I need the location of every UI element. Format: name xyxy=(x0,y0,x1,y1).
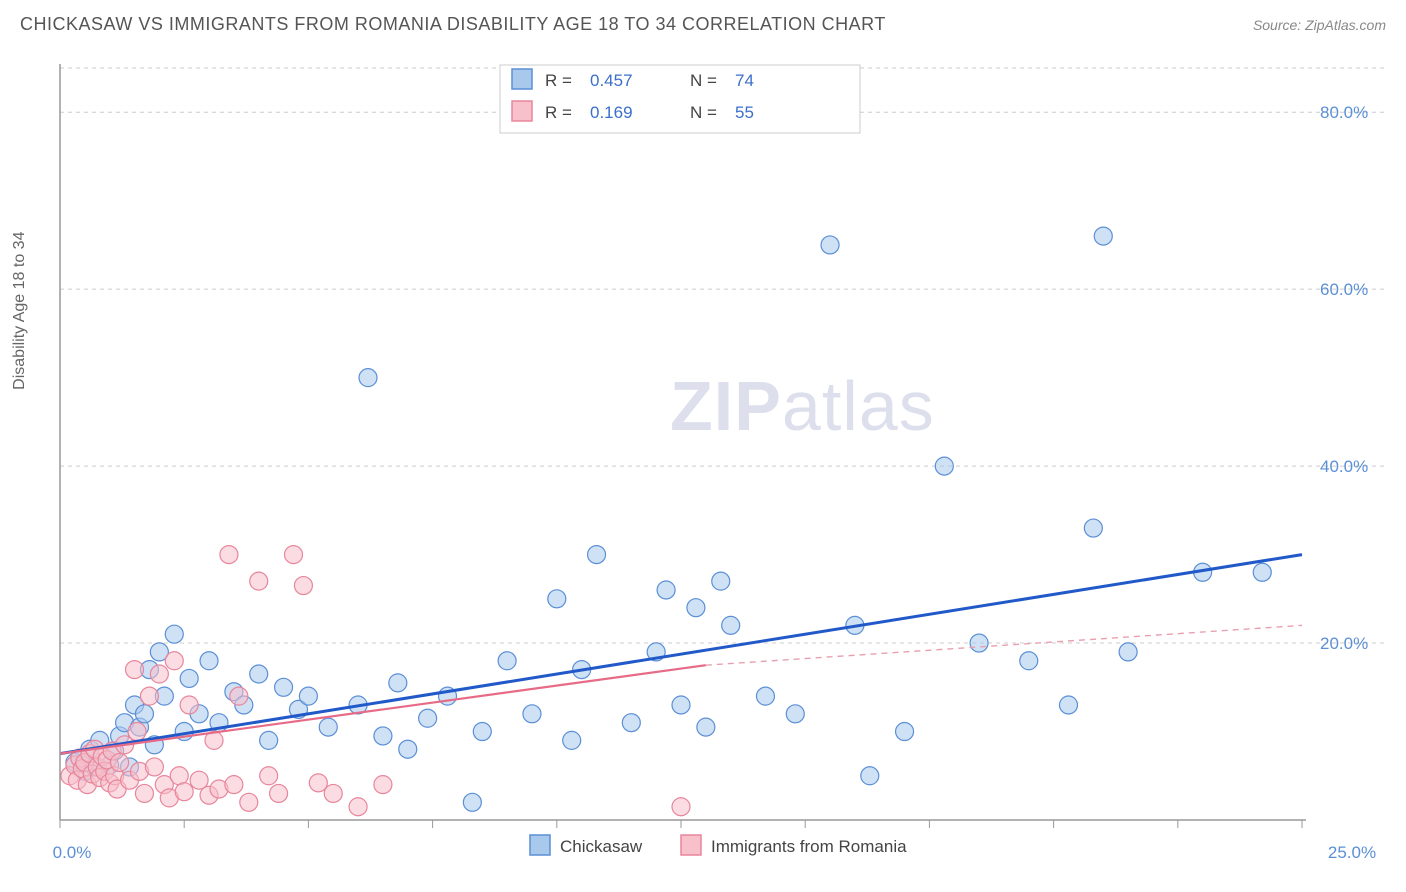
bottom-legend-label: Immigrants from Romania xyxy=(711,837,907,856)
point-romania xyxy=(324,784,342,802)
y-tick-label: 40.0% xyxy=(1320,457,1368,476)
point-chickasaw xyxy=(970,634,988,652)
chart-title: CHICKASAW VS IMMIGRANTS FROM ROMANIA DIS… xyxy=(20,14,886,35)
x-tick-label: 0.0% xyxy=(53,843,92,862)
point-chickasaw xyxy=(756,687,774,705)
trendline-chickasaw xyxy=(60,555,1302,754)
point-romania xyxy=(126,661,144,679)
point-romania xyxy=(240,793,258,811)
bottom-legend-swatch xyxy=(681,835,701,855)
point-chickasaw xyxy=(935,457,953,475)
point-chickasaw xyxy=(861,767,879,785)
point-chickasaw xyxy=(687,599,705,617)
point-chickasaw xyxy=(523,705,541,723)
point-chickasaw xyxy=(374,727,392,745)
point-chickasaw xyxy=(1253,563,1271,581)
point-romania xyxy=(180,696,198,714)
legend-swatch xyxy=(512,101,532,121)
point-chickasaw xyxy=(359,369,377,387)
point-chickasaw xyxy=(419,709,437,727)
point-chickasaw xyxy=(786,705,804,723)
point-chickasaw xyxy=(389,674,407,692)
y-tick-label: 80.0% xyxy=(1320,103,1368,122)
point-chickasaw xyxy=(299,687,317,705)
point-chickasaw xyxy=(250,665,268,683)
point-chickasaw xyxy=(275,678,293,696)
point-romania xyxy=(309,774,327,792)
point-romania xyxy=(150,665,168,683)
point-chickasaw xyxy=(712,572,730,590)
chart-container: Disability Age 18 to 34 ZIPatlas0.0%25.0… xyxy=(50,50,1386,870)
bottom-legend-swatch xyxy=(530,835,550,855)
point-chickasaw xyxy=(1060,696,1078,714)
point-chickasaw xyxy=(1119,643,1137,661)
point-romania xyxy=(230,687,248,705)
point-chickasaw xyxy=(319,718,337,736)
legend-n-value: 74 xyxy=(735,71,754,90)
point-romania xyxy=(294,577,312,595)
point-chickasaw xyxy=(200,652,218,670)
point-romania xyxy=(349,798,367,816)
point-chickasaw xyxy=(399,740,417,758)
point-chickasaw xyxy=(1094,227,1112,245)
source-attribution: Source: ZipAtlas.com xyxy=(1253,17,1386,33)
legend-n-label: N = xyxy=(690,103,717,122)
point-chickasaw xyxy=(896,723,914,741)
point-chickasaw xyxy=(1084,519,1102,537)
point-romania xyxy=(170,767,188,785)
point-chickasaw xyxy=(563,731,581,749)
point-chickasaw xyxy=(473,723,491,741)
scatter-chart: ZIPatlas 0.0% 25.0% 20.0% 40.0% 60.0% 80.0% R =… xyxy=(50,50,1386,870)
point-chickasaw xyxy=(672,696,690,714)
point-romania xyxy=(145,758,163,776)
point-romania xyxy=(220,546,238,564)
point-romania xyxy=(140,687,158,705)
point-chickasaw xyxy=(722,616,740,634)
legend-r-label: R = xyxy=(545,103,572,122)
point-chickasaw xyxy=(548,590,566,608)
point-chickasaw xyxy=(498,652,516,670)
point-romania xyxy=(128,723,146,741)
point-chickasaw xyxy=(135,705,153,723)
y-tick-label: 60.0% xyxy=(1320,280,1368,299)
point-chickasaw xyxy=(180,669,198,687)
point-chickasaw xyxy=(657,581,675,599)
watermark: ZIPatlas xyxy=(670,367,935,445)
point-romania xyxy=(225,776,243,794)
point-chickasaw xyxy=(463,793,481,811)
legend-r-value: 0.169 xyxy=(590,103,633,122)
point-romania xyxy=(260,767,278,785)
point-chickasaw xyxy=(821,236,839,254)
point-romania xyxy=(165,652,183,670)
point-romania xyxy=(374,776,392,794)
x-tick-label: 25.0% xyxy=(1328,843,1376,862)
point-chickasaw xyxy=(588,546,606,564)
point-chickasaw xyxy=(1020,652,1038,670)
point-romania xyxy=(175,783,193,801)
legend-n-label: N = xyxy=(690,71,717,90)
legend-r-label: R = xyxy=(545,71,572,90)
point-romania xyxy=(111,753,129,771)
trendline-romania-extrapolated xyxy=(706,625,1302,665)
point-chickasaw xyxy=(622,714,640,732)
point-chickasaw xyxy=(697,718,715,736)
legend-swatch xyxy=(512,69,532,89)
point-romania xyxy=(135,784,153,802)
point-chickasaw xyxy=(165,625,183,643)
legend-r-value: 0.457 xyxy=(590,71,633,90)
point-romania xyxy=(250,572,268,590)
point-romania xyxy=(284,546,302,564)
point-romania xyxy=(270,784,288,802)
y-tick-label: 20.0% xyxy=(1320,634,1368,653)
legend-n-value: 55 xyxy=(735,103,754,122)
y-axis-label: Disability Age 18 to 34 xyxy=(11,232,29,390)
bottom-legend-label: Chickasaw xyxy=(560,837,643,856)
point-romania xyxy=(672,798,690,816)
point-chickasaw xyxy=(260,731,278,749)
